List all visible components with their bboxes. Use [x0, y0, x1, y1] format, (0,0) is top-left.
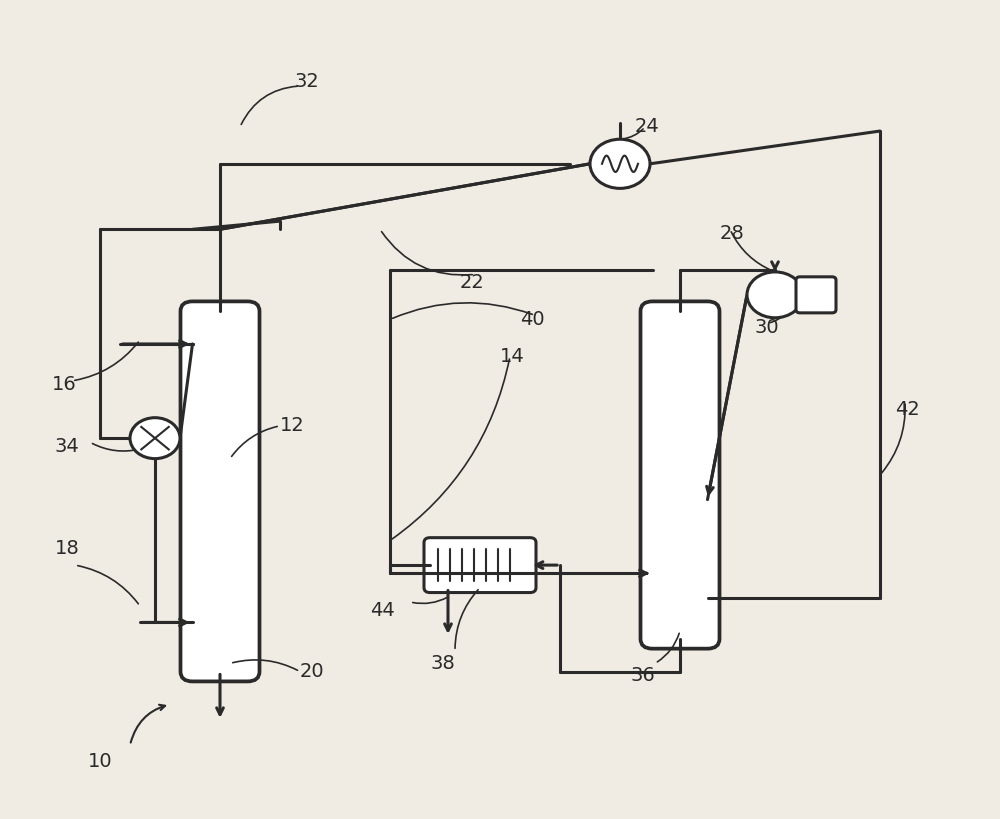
Circle shape: [590, 139, 650, 188]
Text: 44: 44: [370, 600, 395, 620]
Text: 22: 22: [460, 273, 485, 292]
Text: 36: 36: [630, 666, 655, 686]
FancyBboxPatch shape: [424, 538, 536, 593]
Text: 10: 10: [88, 752, 112, 771]
Text: 42: 42: [895, 400, 920, 419]
FancyBboxPatch shape: [180, 301, 260, 681]
Text: 14: 14: [500, 346, 525, 366]
Text: 24: 24: [635, 117, 660, 137]
Text: 32: 32: [295, 72, 320, 92]
Circle shape: [130, 418, 180, 459]
Text: 12: 12: [280, 416, 305, 436]
Text: 20: 20: [300, 662, 325, 681]
FancyBboxPatch shape: [641, 301, 720, 649]
FancyBboxPatch shape: [796, 277, 836, 313]
Circle shape: [747, 272, 803, 318]
Text: 38: 38: [430, 654, 455, 673]
Text: 16: 16: [52, 375, 77, 395]
Text: 40: 40: [520, 310, 545, 329]
Text: 28: 28: [720, 224, 745, 243]
Text: 30: 30: [755, 318, 780, 337]
Text: 34: 34: [55, 437, 80, 456]
Text: 18: 18: [55, 539, 80, 559]
